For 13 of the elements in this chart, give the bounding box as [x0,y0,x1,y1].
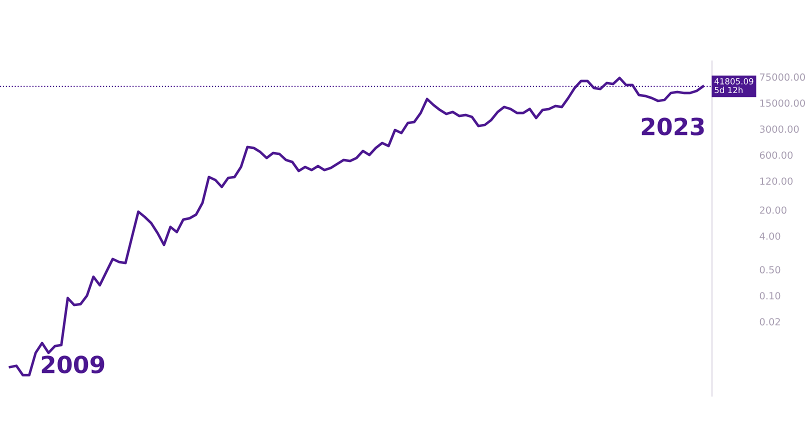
y-tick-label: 600.00 [760,151,793,159]
annotation: 2023 [642,118,704,136]
y-tick-label: 120.00 [760,177,793,185]
y-tick-label: 15000.00 [760,99,805,107]
y-tick-label: 0.02 [760,318,780,326]
y-tick-label: 75000.00 [760,73,805,81]
annotation: 2009 [42,356,104,374]
ref-line-label: 41805.09 5d 12h [714,78,754,94]
y-tick-label: 3000.00 [760,125,799,133]
y-tick-label: 20.00 [760,206,786,214]
y-tick-label: 0.10 [760,292,780,300]
y-tick-label: 0.50 [760,266,780,274]
y-tick-label: 4.00 [760,232,780,240]
